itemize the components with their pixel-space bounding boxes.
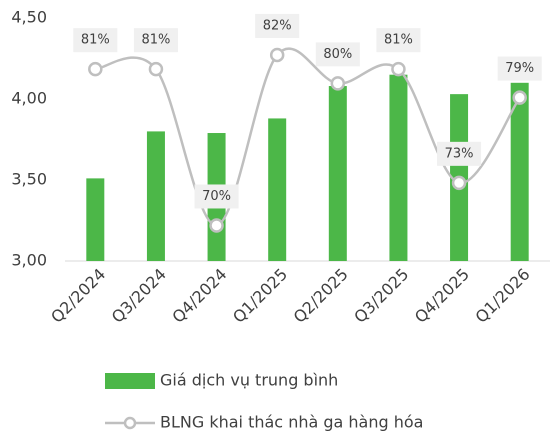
line-marker: [512, 90, 527, 105]
line-marker: [391, 61, 406, 77]
bar: [328, 86, 347, 261]
value-label-box: [194, 184, 239, 209]
line: [95, 47, 521, 227]
legend-swatch-marker: [123, 416, 137, 430]
bar: [510, 82, 529, 261]
value-label: 81%: [141, 33, 170, 48]
y-tick-label: 4,50: [11, 8, 47, 27]
value-label: 70%: [202, 189, 231, 204]
x-tick-label: Q1/2025: [229, 265, 291, 327]
bar: [268, 118, 287, 261]
value-label: 82%: [263, 18, 292, 33]
x-tick-label: Q4/2025: [411, 265, 473, 327]
legend-label: BLNG khai thác nhà ga hàng hóa: [160, 413, 423, 432]
value-label-box: [73, 28, 118, 53]
y-tick-label: 3,50: [11, 170, 47, 189]
value-label-box: [255, 13, 300, 38]
value-label: 81%: [384, 33, 413, 48]
line-marker: [330, 76, 346, 91]
line-marker: [269, 47, 285, 63]
value-label: 80%: [323, 47, 352, 62]
bar: [389, 74, 408, 261]
x-tick-label: Q3/2025: [350, 265, 412, 327]
value-label-box: [437, 141, 482, 166]
y-tick-label: 4,00: [11, 89, 47, 108]
line-marker: [451, 175, 467, 191]
value-label: 73%: [445, 146, 474, 161]
bar: [86, 178, 105, 261]
line-marker: [209, 218, 224, 233]
x-tick-label: Q3/2024: [108, 265, 170, 327]
legend-swatch: [105, 373, 155, 389]
x-tick-label: Q2/2025: [290, 265, 352, 327]
line-marker: [88, 61, 103, 77]
value-label-box: [376, 28, 421, 53]
value-label-box: [497, 56, 542, 81]
line-marker: [148, 61, 164, 77]
value-label-box: [133, 28, 178, 53]
x-tick-label: Q4/2024: [168, 265, 230, 327]
value-label: 79%: [505, 61, 534, 76]
x-tick-label: Q1/2026: [472, 265, 534, 327]
y-tick-label: 3,00: [11, 251, 47, 270]
value-label-box: [315, 42, 360, 67]
legend-label: Giá dịch vụ trung bình: [160, 371, 338, 390]
x-tick-label: Q2/2024: [47, 265, 109, 327]
value-label: 81%: [81, 33, 110, 48]
bar: [146, 131, 165, 261]
